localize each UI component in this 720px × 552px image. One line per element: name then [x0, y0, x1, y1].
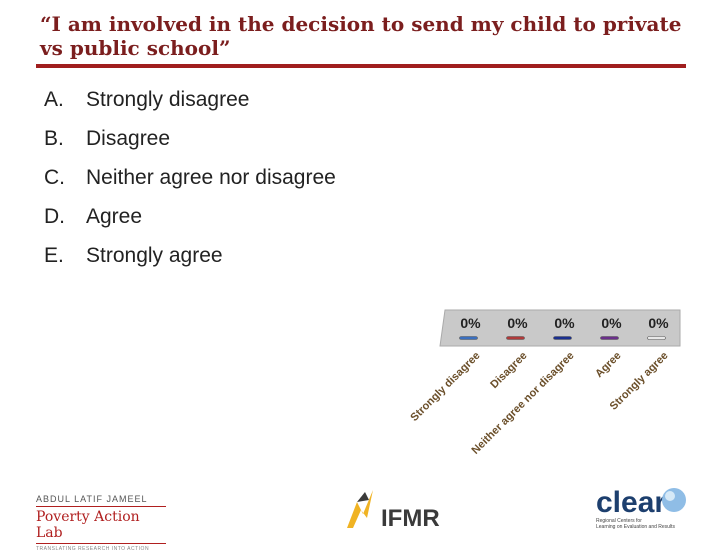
chart-bar — [647, 336, 666, 340]
chart-data-label: 0% — [648, 315, 669, 331]
jpal-logo-line1: ABDUL LATIF JAMEEL — [36, 494, 148, 504]
option-letter: B. — [44, 127, 64, 150]
option-text: Strongly disagree — [86, 88, 250, 111]
option-text: Strongly agree — [86, 244, 223, 267]
globe-icon — [662, 488, 686, 512]
option-letter: D. — [44, 205, 65, 228]
chart-data-label: 0% — [601, 315, 622, 331]
jpal-logo-rule — [36, 543, 166, 544]
option-text: Neither agree nor disagree — [86, 166, 336, 189]
answer-options: A. Strongly disagree B. Disagree C. Neit… — [44, 84, 346, 279]
ifmr-mark-accent-icon — [357, 492, 369, 502]
option-letter: A. — [44, 88, 64, 111]
option-text: Agree — [86, 205, 143, 228]
title-divider — [36, 64, 686, 68]
option-d: D. Agree — [44, 201, 346, 232]
response-bar-chart: 0% Strongly disagree 0% Disagree 0% Neither a… — [408, 309, 681, 457]
option-text: Disagree — [86, 127, 171, 150]
chart-data-label: 0% — [460, 315, 481, 331]
jpal-logo-line2: Poverty Action Lab — [36, 509, 140, 541]
chart-tick-label: Neither agree nor disagree — [470, 350, 577, 457]
ifmr-logo-text: IFMR — [381, 505, 440, 532]
option-letter: E. — [44, 244, 64, 267]
jpal-logo-rule — [36, 506, 166, 507]
clear-logo-text: clear — [596, 486, 667, 519]
chart-data-label: 0% — [554, 315, 575, 331]
chart-bar — [459, 336, 478, 340]
chart-data-label: 0% — [507, 315, 528, 331]
clear-logo-sub2: Learning on Evaluation and Results — [596, 524, 675, 530]
chart-plot-area — [439, 309, 681, 347]
clear-logo: clear Regional Centers for Learning on E… — [596, 488, 696, 530]
option-a: A. Strongly disagree — [44, 84, 346, 115]
option-c: C. Neither agree nor disagree — [44, 162, 346, 193]
ifmr-logo: IFMR — [347, 490, 440, 532]
option-b: B. Disagree — [44, 123, 346, 154]
chart-tick-label: Strongly disagree — [408, 350, 482, 424]
option-letter: C. — [44, 166, 65, 189]
jpal-logo-line3: TRANSLATING RESEARCH INTO ACTION — [36, 546, 150, 552]
jpal-logo: ABDUL LATIF JAMEEL Poverty Action Lab TR… — [36, 494, 166, 552]
option-e: E. Strongly agree — [44, 240, 346, 271]
clear-logo-sub1: Regional Centers for — [596, 518, 642, 524]
chart-tick-label: Agree — [593, 350, 624, 381]
chart-tick-label: Disagree — [488, 350, 529, 391]
chart-bar — [553, 336, 572, 340]
chart-bar — [506, 336, 525, 340]
chart-bar — [600, 336, 619, 340]
slide-title: “I am involved in the decision to send m… — [40, 12, 682, 60]
ifmr-mark-icon — [347, 490, 373, 528]
